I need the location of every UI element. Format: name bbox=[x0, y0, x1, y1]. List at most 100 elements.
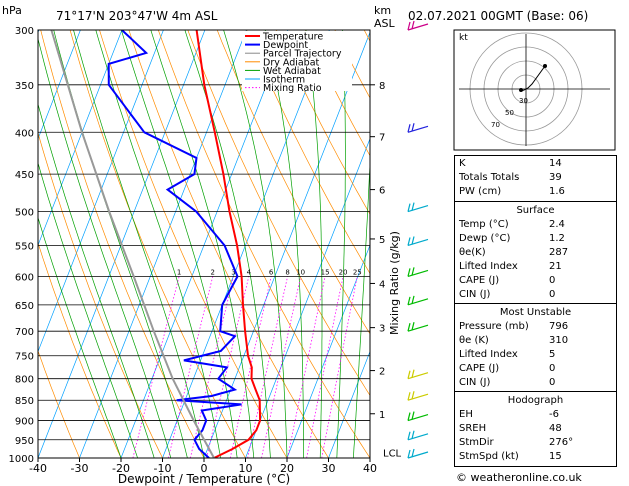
dry-adiabat-line bbox=[157, 30, 370, 458]
hodo-row: EH -6 bbox=[459, 409, 559, 420]
km-tick-label: 3 bbox=[379, 324, 385, 335]
wet-adiabat-line bbox=[38, 102, 155, 458]
wind-barb-feather bbox=[407, 203, 411, 212]
hodo-row: SREH 48 bbox=[459, 423, 562, 434]
pressure-lines bbox=[38, 29, 370, 459]
isotherm-line bbox=[245, 137, 370, 458]
pressure-tick-label: 400 bbox=[15, 128, 34, 139]
x-tick-label: -40 bbox=[29, 462, 47, 475]
mixing-ratio-label: 4 bbox=[247, 268, 252, 276]
wind-barb-staff bbox=[407, 269, 429, 277]
wind-barb-feather bbox=[411, 20, 415, 30]
pressure-tick-label: 550 bbox=[15, 241, 34, 252]
mixing-ratio-label: 1 bbox=[177, 268, 181, 276]
dry-adiabat-line bbox=[99, 30, 288, 458]
wind-barb-staff bbox=[407, 23, 429, 31]
wind-barb-feather bbox=[407, 296, 411, 306]
surface-row: CIN (J) 0 bbox=[459, 289, 556, 300]
isotherm-line bbox=[286, 244, 370, 458]
wind-barb-staff bbox=[407, 451, 429, 459]
pressure-tick-label: 750 bbox=[15, 352, 34, 363]
pressure-tick-label: 950 bbox=[15, 436, 34, 447]
wind-barb-feather bbox=[411, 236, 415, 245]
wind-barb-staff bbox=[407, 125, 429, 133]
hodo-row: StmDir 276° bbox=[459, 437, 574, 448]
location-title: 71°17'N 203°47'W 4m ASL bbox=[56, 9, 218, 23]
lcl-label: LCL bbox=[383, 449, 402, 460]
km-tick-label: 6 bbox=[379, 186, 385, 197]
wind-barb-feather bbox=[411, 391, 415, 400]
hpa-label: hPa bbox=[2, 4, 22, 17]
surface-row: Temp (°C) 2.4 bbox=[459, 219, 565, 230]
hodograph-ring-label: 30 bbox=[519, 97, 528, 105]
legend-label: Dry Adiabat bbox=[263, 57, 320, 68]
legend-label: Dewpoint bbox=[263, 40, 308, 51]
pressure-tick-label: 700 bbox=[15, 327, 34, 338]
wind-barb-feather bbox=[407, 412, 411, 421]
wet-adiabat-line bbox=[223, 30, 288, 458]
surface-row: θe(K) 287 bbox=[459, 247, 569, 258]
isotherm-line bbox=[162, 30, 330, 458]
wind-barb-staff bbox=[407, 372, 429, 380]
legend-label: Wet Adiabat bbox=[263, 66, 321, 77]
legend-label: Temperature bbox=[262, 32, 323, 43]
wind-barb-staff bbox=[407, 324, 429, 332]
mu-row: θe (K) 310 bbox=[459, 335, 569, 346]
wind-barb-staff bbox=[407, 413, 429, 422]
isotherm-line bbox=[38, 30, 164, 353]
wind-barbs bbox=[407, 20, 429, 459]
index-value: 39 bbox=[549, 172, 562, 183]
pressure-tick-label: 900 bbox=[15, 417, 34, 428]
pressure-tick-label: 450 bbox=[15, 170, 34, 181]
mixing-ratio-line bbox=[287, 276, 326, 458]
mixing-ratio-label: 6 bbox=[269, 268, 274, 276]
wind-barb-feather bbox=[411, 430, 415, 439]
isotherm-line bbox=[203, 31, 370, 458]
wind-barb-feather bbox=[411, 369, 415, 378]
hodograph-end-point bbox=[543, 64, 547, 68]
wet-adiabat-line bbox=[336, 30, 346, 458]
series-temperature bbox=[195, 30, 262, 458]
surface-panel: Surface Temp (°C) 2.4 Dewp (°C) 1.2 θe(K) 2… bbox=[454, 201, 617, 304]
pressure-tick-label: 1000 bbox=[9, 454, 34, 465]
index-key: K bbox=[459, 158, 466, 169]
wind-barb-feather bbox=[407, 323, 411, 332]
isotherm-line bbox=[120, 30, 289, 458]
axes: 3003504004505005506006507007508008509009… bbox=[9, 26, 402, 475]
hodograph-ring-label: 50 bbox=[505, 109, 514, 117]
x-axis-label: Dewpoint / Temperature (°C) bbox=[118, 472, 290, 486]
wind-barb-staff bbox=[407, 238, 429, 247]
pressure-tick-label: 500 bbox=[15, 208, 34, 219]
mu-row: Pressure (mb) 796 bbox=[459, 321, 569, 332]
km-tick-label: 4 bbox=[379, 279, 385, 290]
mixing-ratio-label: 10 bbox=[296, 268, 305, 276]
hodograph-ring-labels: 70 50 30 bbox=[491, 97, 528, 129]
index-row-totals: Totals Totals 39 bbox=[459, 171, 612, 185]
wet-adiabat-line bbox=[305, 30, 323, 458]
pressure-tick-label: 800 bbox=[15, 375, 34, 386]
km-tick-label: 8 bbox=[379, 81, 385, 92]
datetime-title: 02.07.2021 00GMT (Base: 06) bbox=[408, 9, 588, 23]
surface-row: Dewp (°C) 1.2 bbox=[459, 233, 565, 244]
pressure-tick-label: 350 bbox=[15, 81, 34, 92]
mu-row: CAPE (J) 0 bbox=[459, 363, 556, 374]
wind-barb-feather bbox=[411, 448, 415, 458]
asl-label: ASL bbox=[374, 17, 396, 30]
series-lines bbox=[50, 30, 262, 458]
wind-barb-feather bbox=[407, 237, 411, 246]
surface-row: Lifted Index 21 bbox=[459, 261, 562, 272]
dry-adiabat-line bbox=[305, 30, 370, 157]
x-tick-label: 40 bbox=[363, 462, 377, 475]
mu-row: CIN (J) 0 bbox=[459, 377, 556, 388]
km-tick-label: 1 bbox=[379, 410, 385, 421]
dry-adiabat-line bbox=[275, 30, 370, 215]
index-value: 14 bbox=[549, 158, 562, 169]
x-tick-label: -10 bbox=[154, 462, 172, 475]
plot-frame bbox=[37, 29, 371, 459]
mixing-ratio-line bbox=[168, 276, 214, 458]
hodograph: kt 70 50 30 bbox=[453, 29, 616, 151]
most-unstable-panel: Most Unstable Pressure (mb) 796 θe (K) 310… bbox=[454, 303, 617, 392]
dry-adiabat-line bbox=[216, 30, 370, 335]
